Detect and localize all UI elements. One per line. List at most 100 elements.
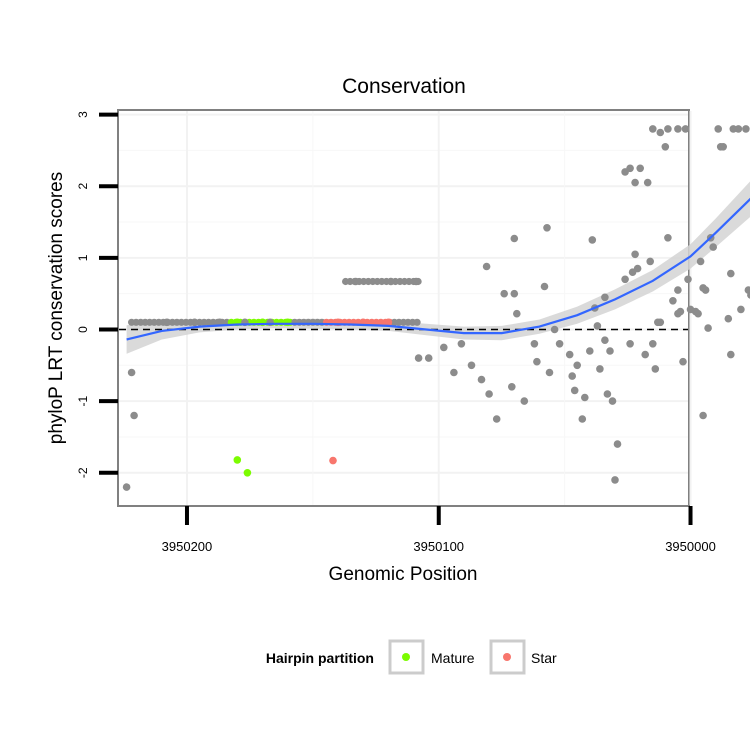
data-point-other: [656, 128, 665, 137]
data-point-other: [664, 125, 672, 133]
data-point-other: [656, 318, 665, 327]
data-point-other: [606, 347, 614, 355]
data-point-other: [586, 347, 594, 355]
grid-lines: [119, 111, 692, 505]
data-point-other: [684, 275, 692, 284]
data-point-other: [611, 476, 619, 484]
legend-marker-star: [503, 653, 511, 661]
data-point-other: [646, 257, 654, 266]
data-point-other: [555, 340, 564, 348]
data-point-other: [351, 277, 360, 286]
data-point-other: [709, 243, 717, 251]
data-point-other: [565, 350, 574, 359]
data-point-other: [482, 262, 491, 271]
data-point-other: [520, 397, 529, 405]
data-point-other: [550, 325, 559, 334]
data-point-other: [674, 286, 682, 294]
data-point-other: [440, 343, 448, 352]
data-point-other: [631, 250, 639, 259]
data-point-other: [492, 415, 501, 423]
data-point-other: [573, 361, 581, 370]
data-point-other: [127, 368, 136, 377]
data-point-other: [581, 393, 589, 402]
data-point-other: [727, 350, 735, 359]
chart-title: Conservation: [342, 75, 466, 98]
data-point-star: [329, 456, 337, 465]
data-point-other: [570, 386, 579, 395]
data-point-other: [613, 440, 622, 448]
data-point-other: [701, 286, 710, 294]
data-point-mature: [243, 469, 252, 477]
data-point-other: [450, 368, 458, 377]
data-point-other: [681, 125, 690, 133]
data-point-other: [621, 275, 629, 284]
data-point-other: [649, 340, 657, 348]
data-point-other: [467, 361, 476, 370]
data-point-other: [719, 143, 727, 151]
data-point-other: [696, 257, 705, 266]
data-point-other: [540, 282, 549, 291]
legend-title: Hairpin partition: [266, 650, 374, 666]
data-point-other: [122, 483, 131, 491]
data-point-other: [215, 318, 224, 327]
data-point-other: [649, 125, 657, 133]
data-point-other: [510, 234, 519, 243]
data-point-other: [508, 383, 516, 391]
data-point-other: [578, 415, 587, 423]
data-point-other: [387, 277, 395, 286]
data-point-mature: [233, 456, 242, 464]
data-point-other: [734, 125, 743, 133]
data-point-other: [694, 309, 702, 318]
y-tick-label: -1: [76, 395, 90, 406]
data-point-other: [664, 234, 672, 242]
data-point-other: [414, 354, 423, 362]
y-tick-label: 0: [76, 326, 90, 333]
data-point-other: [676, 307, 685, 316]
data-point-other: [651, 365, 660, 373]
y-tick-label: 2: [76, 183, 90, 190]
data-point-other: [631, 178, 639, 187]
data-point-other: [601, 293, 609, 302]
data-point-other: [601, 336, 609, 345]
data-point-other: [513, 309, 521, 318]
data-point-other: [714, 125, 722, 133]
data-point-other: [568, 372, 576, 380]
legend-label-star: Star: [531, 650, 557, 666]
axes: -2 -1 0 1 2 3 3950200 3950100 3950000: [76, 111, 716, 554]
data-point-other: [608, 397, 617, 405]
data-point-other: [485, 390, 493, 398]
data-point-other: [737, 305, 745, 314]
data-point-other: [533, 357, 541, 366]
data-point-other: [643, 178, 652, 187]
data-point-other: [626, 340, 634, 348]
data-points: [122, 125, 750, 491]
y-tick-label: 3: [76, 111, 90, 118]
data-point-other: [669, 297, 677, 305]
data-point-other: [636, 164, 644, 173]
data-point-other: [727, 269, 735, 278]
x-tick-label: 3950100: [413, 539, 464, 554]
legend-label-mature: Mature: [431, 650, 475, 666]
data-point-other: [633, 264, 642, 273]
data-point-other: [603, 390, 612, 398]
legend: Hairpin partition Mature Star: [266, 639, 557, 675]
data-point-other: [130, 411, 138, 420]
data-point-mature: [283, 318, 292, 327]
data-point-other: [510, 289, 519, 298]
data-point-other: [679, 357, 687, 366]
data-point-other: [661, 143, 670, 151]
data-point-star: [384, 318, 393, 327]
x-tick-label: 3950000: [665, 539, 716, 554]
data-point-other: [424, 354, 433, 362]
smooth-trend-line: [126, 197, 750, 341]
y-axis-label: phyloP LRT conservation scores: [46, 172, 67, 445]
data-point-other: [593, 322, 602, 330]
data-point-other: [412, 277, 420, 286]
data-point-other: [744, 286, 750, 294]
data-point-other: [190, 318, 199, 327]
data-point-other: [626, 164, 634, 173]
data-point-other: [674, 125, 682, 133]
data-point-other: [500, 289, 509, 298]
data-point-other: [641, 350, 649, 359]
